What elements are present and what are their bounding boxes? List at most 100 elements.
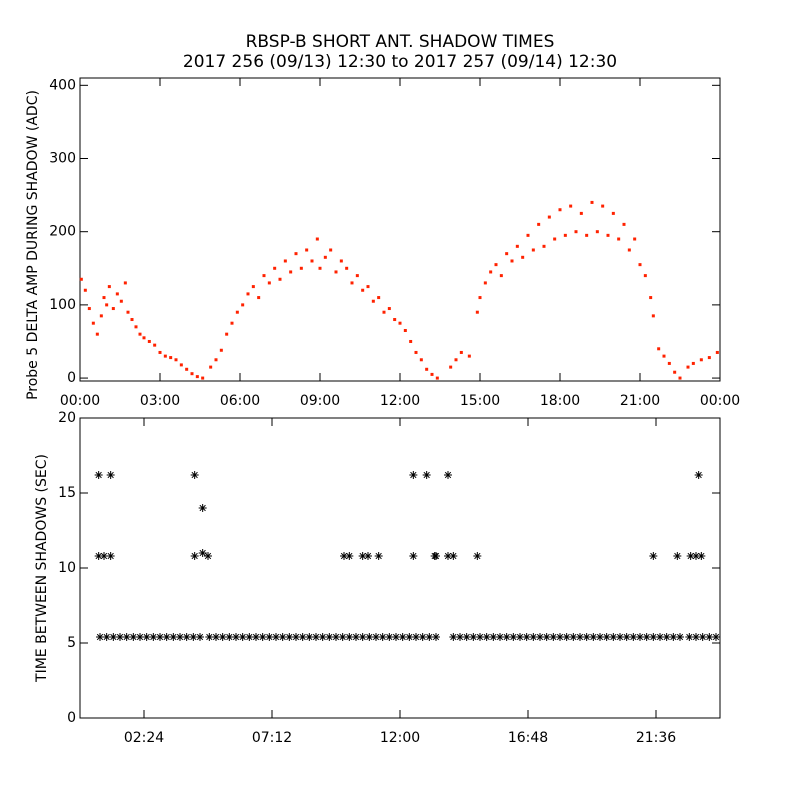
point xyxy=(636,633,644,641)
point xyxy=(185,367,189,371)
point xyxy=(667,361,671,365)
point xyxy=(537,222,541,226)
point xyxy=(109,633,118,641)
x-tick-label: 07:12 xyxy=(252,730,292,746)
point xyxy=(129,633,138,641)
x-tick-label: 16:48 xyxy=(508,730,548,746)
point xyxy=(510,259,514,263)
point xyxy=(387,307,391,311)
point xyxy=(225,633,234,641)
point xyxy=(130,318,134,322)
point xyxy=(617,237,621,241)
point xyxy=(382,310,386,314)
y-tick-label: 400 xyxy=(49,77,76,93)
point xyxy=(556,633,564,641)
y-axis-label: Probe 5 DELTA AMP DURING SHADOW (ADC) xyxy=(25,90,41,400)
point xyxy=(412,633,420,641)
point xyxy=(169,633,178,641)
point xyxy=(238,633,247,641)
point xyxy=(355,274,359,278)
x-tick-label: 03:00 xyxy=(140,393,180,409)
point xyxy=(115,292,119,296)
point xyxy=(366,285,370,289)
point xyxy=(126,310,130,314)
point xyxy=(430,372,434,376)
point xyxy=(691,361,695,365)
point xyxy=(265,633,274,641)
point xyxy=(393,318,397,322)
point xyxy=(657,347,661,351)
point xyxy=(705,633,714,641)
point xyxy=(459,350,463,354)
point xyxy=(649,296,653,300)
point xyxy=(138,332,142,336)
point xyxy=(372,633,380,641)
point xyxy=(378,633,387,641)
point xyxy=(473,552,482,560)
point xyxy=(642,633,651,641)
point xyxy=(241,303,245,307)
point xyxy=(305,248,309,252)
point xyxy=(409,339,413,343)
point xyxy=(622,633,631,641)
y-tick-label: 200 xyxy=(49,224,76,240)
point xyxy=(252,633,260,641)
point xyxy=(258,633,267,641)
point xyxy=(340,552,348,560)
point xyxy=(358,552,367,560)
point xyxy=(190,471,199,479)
x-tick-label: 00:00 xyxy=(60,393,100,409)
point xyxy=(409,471,418,479)
point xyxy=(509,633,518,641)
y-axis-label: TIME BETWEEN SHADOWS (SEC) xyxy=(34,454,50,683)
point xyxy=(611,211,615,215)
point xyxy=(385,633,394,641)
point xyxy=(649,633,658,641)
point xyxy=(136,633,144,641)
point xyxy=(162,633,171,641)
point xyxy=(323,255,327,259)
point xyxy=(579,211,583,215)
point xyxy=(595,230,599,234)
point xyxy=(312,633,320,641)
point xyxy=(225,332,229,336)
y-tick-label: 20 xyxy=(58,410,76,426)
point xyxy=(569,204,573,208)
chart-subtitle: 2017 256 (09/13) 12:30 to 2017 257 (09/1… xyxy=(183,52,617,72)
point xyxy=(102,296,106,300)
point xyxy=(467,354,471,358)
point xyxy=(257,296,261,300)
point xyxy=(345,266,349,270)
x-tick-label: 12:00 xyxy=(380,730,420,746)
point xyxy=(633,237,637,241)
point xyxy=(156,633,164,641)
point xyxy=(339,259,343,263)
point xyxy=(669,633,678,641)
point xyxy=(515,244,519,248)
point xyxy=(350,281,354,285)
point xyxy=(656,633,664,641)
point xyxy=(198,549,207,557)
point xyxy=(364,552,372,560)
point xyxy=(332,633,340,641)
point xyxy=(456,633,464,641)
point xyxy=(649,552,658,560)
point xyxy=(432,633,440,641)
point xyxy=(294,252,298,256)
point xyxy=(425,633,434,641)
point xyxy=(352,633,360,641)
point xyxy=(190,372,194,376)
point xyxy=(686,365,690,369)
x-tick-label: 18:00 xyxy=(540,393,580,409)
point xyxy=(662,354,666,358)
point xyxy=(361,288,365,292)
point xyxy=(169,356,173,360)
point xyxy=(444,552,452,560)
point xyxy=(273,266,277,270)
point xyxy=(405,633,414,641)
point xyxy=(334,270,338,274)
point xyxy=(79,277,83,281)
point xyxy=(325,633,334,641)
point xyxy=(542,633,551,641)
